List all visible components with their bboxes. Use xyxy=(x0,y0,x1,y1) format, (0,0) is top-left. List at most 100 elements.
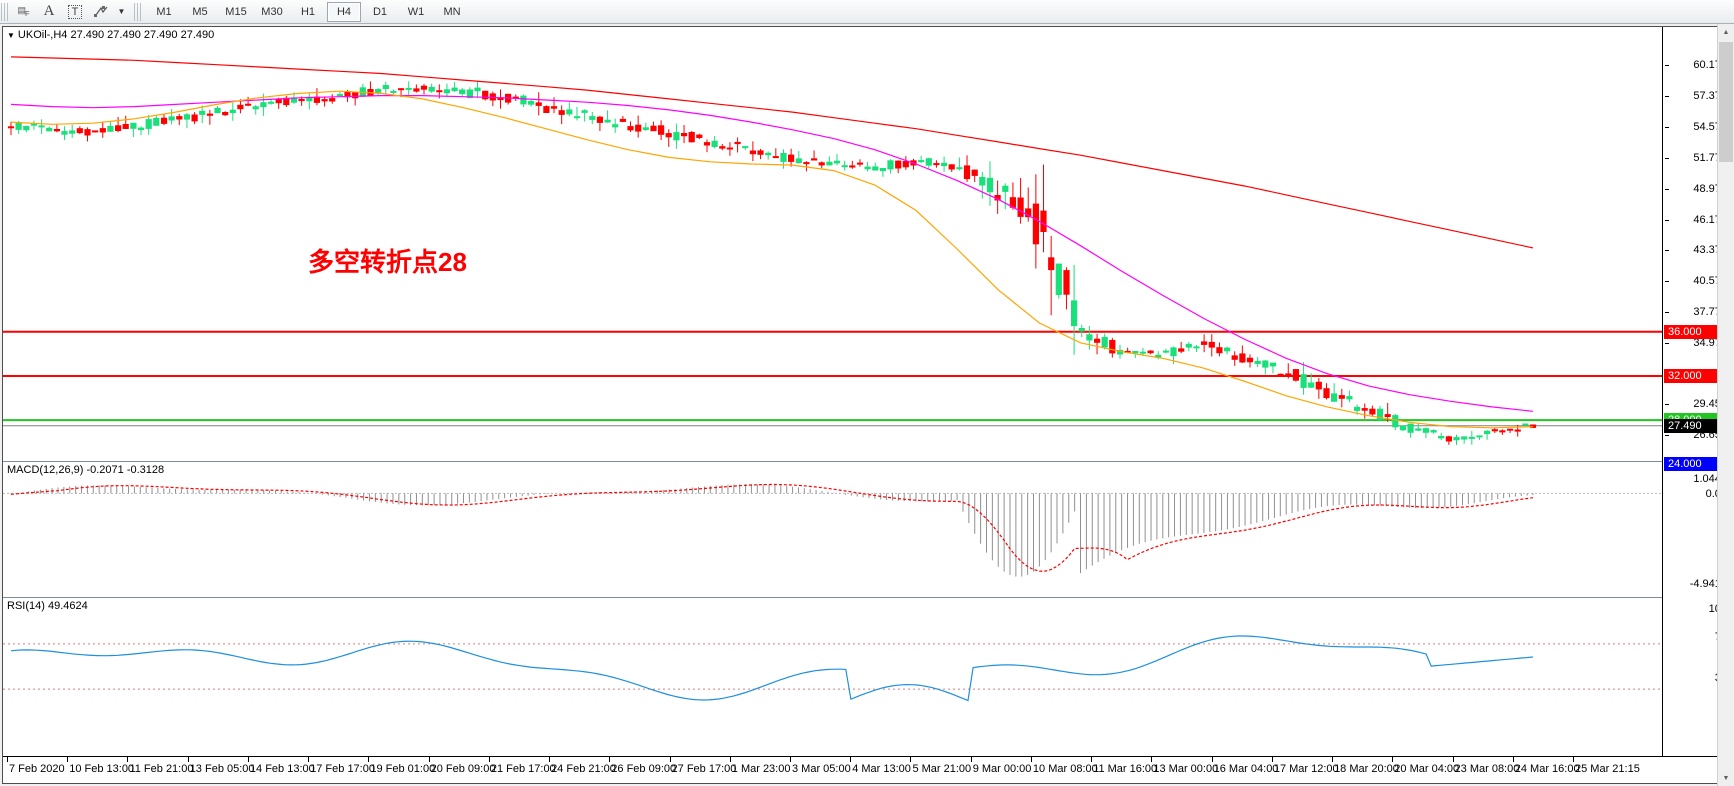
rsi-chart-svg xyxy=(3,635,1663,702)
timeframe-label: M5 xyxy=(192,5,208,18)
time-tick xyxy=(1030,757,1032,762)
time-tick xyxy=(1332,757,1334,762)
time-tick-label: 16 Mar 04:00 xyxy=(1213,763,1279,775)
macd-pane[interactable]: MACD(12,26,9) -0.2071 -0.3128 xyxy=(3,461,1729,598)
time-tick xyxy=(1211,757,1213,762)
time-tick-label: 19 Feb 01:00 xyxy=(370,763,436,775)
caret-glyph: ▼ xyxy=(117,7,126,16)
vertical-scrollbar[interactable]: ▲ ▼ xyxy=(1717,24,1734,786)
price-tick xyxy=(1665,281,1669,283)
symbol-ohlc-text: UKOil-,H4 27.490 27.490 27.490 27.490 xyxy=(17,29,215,41)
time-tick-label: 26 Feb 09:00 xyxy=(611,763,677,775)
time-tick-label: 17 Mar 12:00 xyxy=(1273,763,1339,775)
time-tick-label: 21 Feb 17:00 xyxy=(490,763,556,775)
timeframe-label: W1 xyxy=(407,5,425,18)
time-tick xyxy=(247,757,249,762)
price-tick xyxy=(1665,312,1669,314)
toolbar-grip-2[interactable] xyxy=(134,2,141,21)
price-tag-36-000[interactable]: 36.000 xyxy=(1664,324,1728,339)
time-tick-label: 23 Mar 08:00 xyxy=(1454,763,1520,775)
time-tick xyxy=(488,757,490,762)
objects-glyph xyxy=(94,5,108,17)
time-tick xyxy=(549,757,551,762)
rsi-pane[interactable]: RSI(14) 49.4624 xyxy=(3,597,1729,758)
timeframe-m15[interactable]: M15 xyxy=(219,2,253,22)
time-tick xyxy=(970,757,972,762)
time-tick-label: 27 Feb 17:00 xyxy=(671,763,737,775)
price-tick xyxy=(1665,219,1669,221)
timeframe-m30[interactable]: M30 xyxy=(255,2,289,22)
price-tick xyxy=(1665,435,1669,436)
time-tick xyxy=(7,757,8,762)
time-tick-label: 7 Feb 2020 xyxy=(9,763,65,775)
timeframe-h4[interactable]: H4 xyxy=(327,1,361,22)
objects-icon[interactable] xyxy=(88,2,114,22)
timeframe-m5[interactable]: M5 xyxy=(183,2,217,22)
timeframe-label: MN xyxy=(443,5,461,18)
price-tick xyxy=(1665,250,1669,252)
rsi-label: RSI(14) 49.4624 xyxy=(7,600,88,612)
time-tick-label: 14 Feb 13:00 xyxy=(249,763,315,775)
timeframe-m1[interactable]: M1 xyxy=(147,2,181,22)
text-A-icon[interactable]: A xyxy=(43,3,55,19)
price-tick xyxy=(1665,343,1669,345)
chart-annotation-label: 多空转折点28 xyxy=(308,247,467,277)
toolbar-grip[interactable] xyxy=(1,2,8,21)
time-tick-label: 25 Mar 21:15 xyxy=(1575,763,1640,775)
macd-chart-svg xyxy=(3,483,1663,577)
text-label-icon[interactable]: T xyxy=(62,2,88,22)
time-tick-label: 24 Feb 21:00 xyxy=(551,763,616,775)
time-tick xyxy=(127,757,129,762)
time-tick xyxy=(368,757,370,762)
time-tick xyxy=(67,757,69,762)
time-tick xyxy=(1271,757,1273,762)
chart-toolbar: ▤F A T ▼ M1 M5 M15 M30 H1 H4 D1 W1 MN xyxy=(0,0,1734,24)
objects-dropdown-caret-icon[interactable]: ▼ xyxy=(114,2,128,22)
timeframe-label: H1 xyxy=(300,5,316,18)
timeframe-label: D1 xyxy=(372,5,388,18)
time-tick xyxy=(1151,757,1153,762)
time-tick-label: 24 Mar 16:00 xyxy=(1514,763,1580,775)
crosshair-f-glyph: ▤F xyxy=(17,4,29,18)
time-tick-label: 4 Mar 13:00 xyxy=(852,763,911,775)
time-tick xyxy=(669,757,671,762)
time-tick xyxy=(910,757,912,762)
price-tag-27-490[interactable]: 27.490 xyxy=(1664,418,1728,433)
time-tick xyxy=(187,757,189,762)
price-tag-24-000[interactable]: 24.000 xyxy=(1664,457,1728,472)
price-tick xyxy=(1665,65,1669,66)
price-tag-value: 36.000 xyxy=(1668,325,1702,338)
timeframe-d1[interactable]: D1 xyxy=(363,2,397,22)
price-tag-32-000[interactable]: 32.000 xyxy=(1664,368,1728,383)
price-tag-value: 27.490 xyxy=(1668,419,1702,432)
time-tick-label: 10 Feb 13:00 xyxy=(69,763,135,775)
price-pane-plot[interactable]: ▼ UKOil-,H4 27.490 27.490 27.490 27.490 多… xyxy=(3,27,1663,461)
timeframe-h1[interactable]: H1 xyxy=(291,2,325,22)
time-tick-label: 11 Mar 16:00 xyxy=(1093,763,1158,775)
scroll-down-arrow-icon[interactable]: ▼ xyxy=(1718,770,1734,786)
price-tag-value: 24.000 xyxy=(1668,458,1702,471)
time-tick xyxy=(1512,757,1514,762)
price-tag-value: 32.000 xyxy=(1668,369,1702,382)
time-tick-label: 1 Mar 23:00 xyxy=(731,763,791,775)
timeframe-w1[interactable]: W1 xyxy=(399,2,433,22)
price-tick xyxy=(1665,404,1669,406)
time-tick-label: 20 Feb 09:00 xyxy=(430,763,496,775)
timeframe-mn[interactable]: MN xyxy=(435,2,469,22)
time-tick-label: 13 Mar 00:00 xyxy=(1153,763,1219,775)
collapse-triangle-icon[interactable]: ▼ xyxy=(7,31,15,40)
timeframe-label: M1 xyxy=(156,5,172,18)
time-tick xyxy=(308,757,310,762)
time-tick xyxy=(729,757,731,762)
time-tick-label: 13 Feb 05:00 xyxy=(189,763,255,775)
crosshair-f-icon[interactable]: ▤F xyxy=(10,2,36,22)
price-chart-svg xyxy=(3,56,1663,446)
time-axis[interactable]: 7 Feb 2020 10 Feb 13:00 11 Feb 21:00 13 Feb… xyxy=(3,756,1729,783)
time-tick xyxy=(1573,757,1574,762)
time-tick-label: 10 Mar 08:00 xyxy=(1032,763,1098,775)
time-tick-label: 3 Mar 05:00 xyxy=(792,763,851,775)
scroll-thumb[interactable] xyxy=(1719,42,1733,162)
time-tick xyxy=(1392,757,1394,762)
time-tick xyxy=(1452,757,1454,762)
scroll-up-arrow-icon[interactable]: ▲ xyxy=(1718,24,1734,40)
